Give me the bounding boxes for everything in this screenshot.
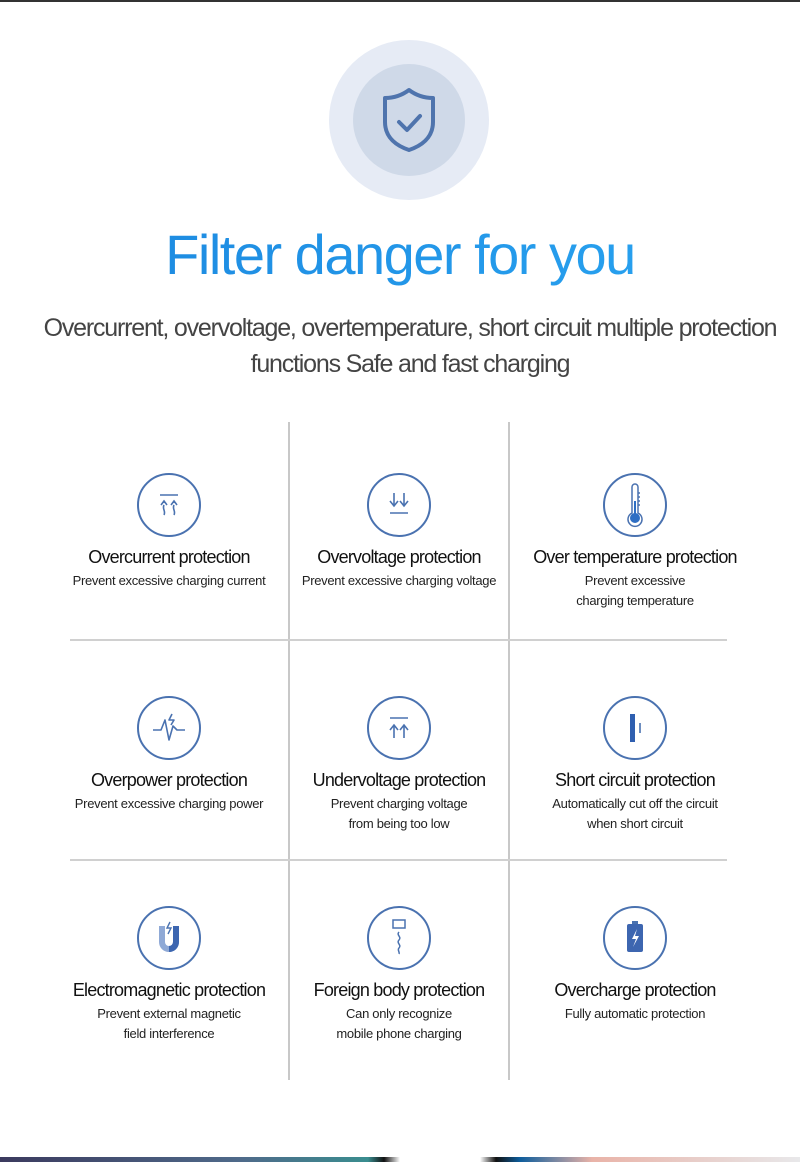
feature-desc: Prevent excessive charging temperature: [576, 573, 694, 608]
feature-over-temperature: Over temperature protection Prevent exce…: [510, 473, 760, 611]
feature-overpower: Overpower protection Prevent excessive c…: [44, 696, 294, 814]
feature-overcurrent: Overcurrent protection Prevent excessive…: [44, 473, 294, 591]
feature-overcharge: Overcharge protection Fully automatic pr…: [510, 906, 760, 1024]
feature-desc: Prevent excessive charging power: [74, 796, 264, 811]
feature-title: Over temperature protection: [533, 547, 737, 567]
bottom-banner-strip: [0, 1157, 800, 1162]
feature-desc: Can only recognize mobile phone charging: [336, 1006, 462, 1041]
magnet-icon: [137, 906, 201, 970]
feature-title: Foreign body protection: [313, 980, 486, 1000]
feature-title: Overcurrent protection: [88, 547, 250, 567]
feature-title: Electromagnetic protection: [72, 980, 266, 1000]
feature-overvoltage: Overvoltage protection Prevent excessive…: [274, 473, 524, 591]
feature-undervoltage: Undervoltage protection Prevent charging…: [274, 696, 524, 834]
overpower-icon: [137, 696, 201, 760]
grid-divider: [70, 639, 727, 641]
headline: Filter danger for you: [0, 222, 800, 287]
feature-desc: Prevent external magnetic field interfer…: [97, 1006, 241, 1041]
feature-title: Overpower protection: [90, 770, 248, 790]
subtitle: Overcurrent, overvoltage, overtemperatur…: [43, 314, 778, 378]
feature-desc: Automatically cut off the circuit when s…: [552, 796, 718, 831]
undervoltage-icon: [367, 696, 431, 760]
feature-desc: Prevent excessive charging voltage: [301, 573, 497, 588]
grid-divider: [508, 422, 510, 1080]
thermometer-icon: [603, 473, 667, 537]
short-circuit-icon: [603, 696, 667, 760]
feature-title: Undervoltage protection: [312, 770, 487, 790]
overcurrent-icon: [137, 473, 201, 537]
grid-divider: [70, 859, 727, 861]
feature-title: Overcharge protection: [554, 980, 716, 1000]
foreign-body-icon: [367, 906, 431, 970]
overvoltage-icon: [367, 473, 431, 537]
top-border: [0, 0, 800, 2]
feature-desc: Prevent excessive charging current: [72, 573, 266, 588]
feature-title: Overvoltage protection: [317, 547, 481, 567]
shield-check-icon: [383, 88, 435, 152]
feature-title: Short circuit protection: [555, 770, 716, 790]
shield-badge: [329, 40, 489, 200]
feature-desc: Fully automatic protection: [564, 1006, 706, 1021]
battery-bolt-icon: [603, 906, 667, 970]
grid-divider: [288, 422, 290, 1080]
feature-short-circuit: Short circuit protection Automatically c…: [510, 696, 760, 834]
feature-desc: Prevent charging voltage from being too …: [330, 796, 468, 831]
feature-foreign-body: Foreign body protection Can only recogni…: [274, 906, 524, 1044]
feature-electromagnetic: Electromagnetic protection Prevent exter…: [44, 906, 294, 1044]
